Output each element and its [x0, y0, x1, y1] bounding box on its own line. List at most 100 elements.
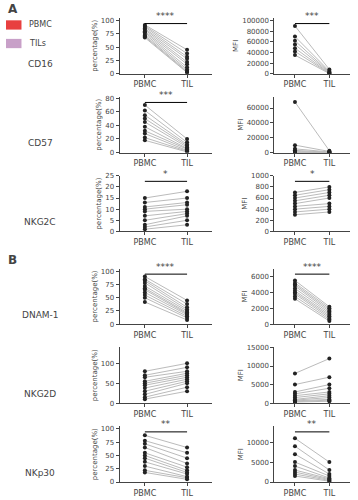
- svg-text:MFI: MFI: [237, 448, 245, 460]
- svg-text:50: 50: [105, 452, 114, 460]
- svg-text:PBMC: PBMC: [284, 489, 307, 498]
- svg-text:2000: 2000: [251, 305, 269, 313]
- svg-text:B: B: [8, 253, 17, 267]
- svg-text:40000: 40000: [247, 119, 269, 127]
- svg-text:MFI: MFI: [232, 40, 240, 52]
- svg-text:PBMC: PBMC: [284, 331, 307, 340]
- svg-text:TIL: TIL: [180, 331, 193, 340]
- svg-text:PBMC: PBMC: [133, 410, 156, 419]
- svg-text:TIL: TIL: [180, 410, 193, 419]
- svg-text:10: 10: [105, 206, 114, 214]
- svg-text:100: 100: [101, 268, 114, 276]
- svg-text:20000: 20000: [247, 60, 269, 68]
- svg-text:20: 20: [105, 183, 114, 191]
- svg-text:CD16: CD16: [28, 59, 53, 69]
- svg-text:TIL: TIL: [180, 159, 193, 168]
- svg-text:MFI: MFI: [237, 369, 245, 381]
- svg-text:0: 0: [264, 149, 268, 157]
- svg-text:NKG2C: NKG2C: [24, 217, 56, 227]
- svg-text:PBMC: PBMC: [133, 489, 156, 498]
- svg-text:6000: 6000: [251, 273, 269, 281]
- svg-text:PBMC: PBMC: [284, 238, 307, 247]
- svg-text:0: 0: [110, 228, 114, 236]
- svg-text:200: 200: [256, 217, 269, 225]
- svg-text:A: A: [8, 2, 18, 16]
- svg-text:PBMC: PBMC: [133, 80, 156, 89]
- svg-text:0: 0: [110, 321, 114, 329]
- svg-text:50: 50: [105, 294, 114, 302]
- svg-text:0: 0: [264, 478, 268, 486]
- svg-text:0: 0: [110, 400, 114, 408]
- svg-text:percentage(%): percentage(%): [91, 270, 99, 322]
- svg-text:0: 0: [110, 478, 114, 486]
- svg-text:60000: 60000: [247, 104, 269, 112]
- svg-text:TIL: TIL: [180, 238, 193, 247]
- svg-text:20: 20: [105, 135, 114, 143]
- svg-text:percentage(%): percentage(%): [95, 98, 103, 150]
- svg-text:10000: 10000: [247, 362, 269, 370]
- svg-text:TIL: TIL: [323, 489, 336, 498]
- svg-text:****: ****: [156, 11, 175, 21]
- svg-text:percentage(%): percentage(%): [95, 177, 103, 229]
- svg-text:****: ****: [303, 262, 322, 272]
- svg-text:PBMC: PBMC: [133, 238, 156, 247]
- svg-text:15000: 15000: [247, 344, 269, 352]
- svg-text:75: 75: [105, 439, 114, 447]
- svg-text:TILs: TILs: [29, 39, 46, 48]
- svg-text:percentage(%): percentage(%): [91, 20, 99, 72]
- svg-text:PBMC: PBMC: [284, 410, 307, 419]
- svg-text:25: 25: [105, 307, 114, 315]
- svg-text:20000: 20000: [247, 134, 269, 142]
- svg-text:0: 0: [264, 400, 268, 408]
- svg-text:100000: 100000: [242, 17, 269, 25]
- svg-text:100: 100: [101, 425, 114, 433]
- svg-text:PBMC: PBMC: [29, 20, 52, 29]
- svg-text:0: 0: [264, 228, 268, 236]
- svg-text:TIL: TIL: [180, 489, 193, 498]
- svg-text:60000: 60000: [247, 38, 269, 46]
- svg-text:TIL: TIL: [323, 159, 336, 168]
- svg-text:PBMC: PBMC: [284, 159, 307, 168]
- svg-text:TIL: TIL: [323, 331, 336, 340]
- svg-text:4000: 4000: [251, 289, 269, 297]
- svg-text:percentage(%): percentage(%): [91, 428, 99, 480]
- svg-text:75: 75: [105, 30, 114, 38]
- svg-text:MFI: MFI: [241, 198, 249, 210]
- svg-text:50: 50: [105, 44, 114, 52]
- svg-text:5000: 5000: [251, 381, 269, 389]
- svg-text:80000: 80000: [247, 28, 269, 36]
- svg-text:600: 600: [256, 194, 269, 202]
- svg-text:TIL: TIL: [323, 238, 336, 247]
- svg-text:PBMC: PBMC: [133, 159, 156, 168]
- svg-text:100: 100: [101, 360, 114, 368]
- svg-text:TIL: TIL: [180, 80, 193, 89]
- svg-text:TIL: TIL: [323, 410, 336, 419]
- svg-text:5: 5: [110, 217, 114, 225]
- svg-text:80: 80: [105, 95, 114, 103]
- svg-text:0: 0: [110, 149, 114, 157]
- svg-text:NKp30: NKp30: [25, 468, 55, 478]
- svg-text:NKG2D: NKG2D: [24, 389, 56, 399]
- svg-text:percentage(%): percentage(%): [91, 349, 99, 401]
- svg-text:60: 60: [105, 108, 114, 116]
- svg-text:25: 25: [105, 465, 114, 473]
- svg-text:1000: 1000: [251, 172, 269, 180]
- svg-text:***: ***: [159, 90, 173, 100]
- svg-text:MFI: MFI: [241, 290, 249, 302]
- svg-text:**: **: [161, 419, 171, 429]
- svg-text:***: ***: [305, 11, 319, 21]
- svg-text:50: 50: [105, 380, 114, 388]
- svg-text:****: ****: [156, 262, 175, 272]
- svg-text:75: 75: [105, 281, 114, 289]
- svg-text:40: 40: [105, 122, 114, 130]
- svg-text:400: 400: [256, 206, 269, 214]
- svg-text:10000: 10000: [247, 439, 269, 447]
- svg-text:15: 15: [105, 194, 114, 202]
- svg-text:CD57: CD57: [28, 138, 53, 148]
- svg-text:PBMC: PBMC: [133, 331, 156, 340]
- svg-text:*: *: [163, 169, 168, 179]
- svg-text:0: 0: [264, 70, 268, 78]
- svg-text:MFI: MFI: [237, 119, 245, 131]
- svg-text:5000: 5000: [251, 459, 269, 467]
- svg-text:*: *: [310, 169, 315, 179]
